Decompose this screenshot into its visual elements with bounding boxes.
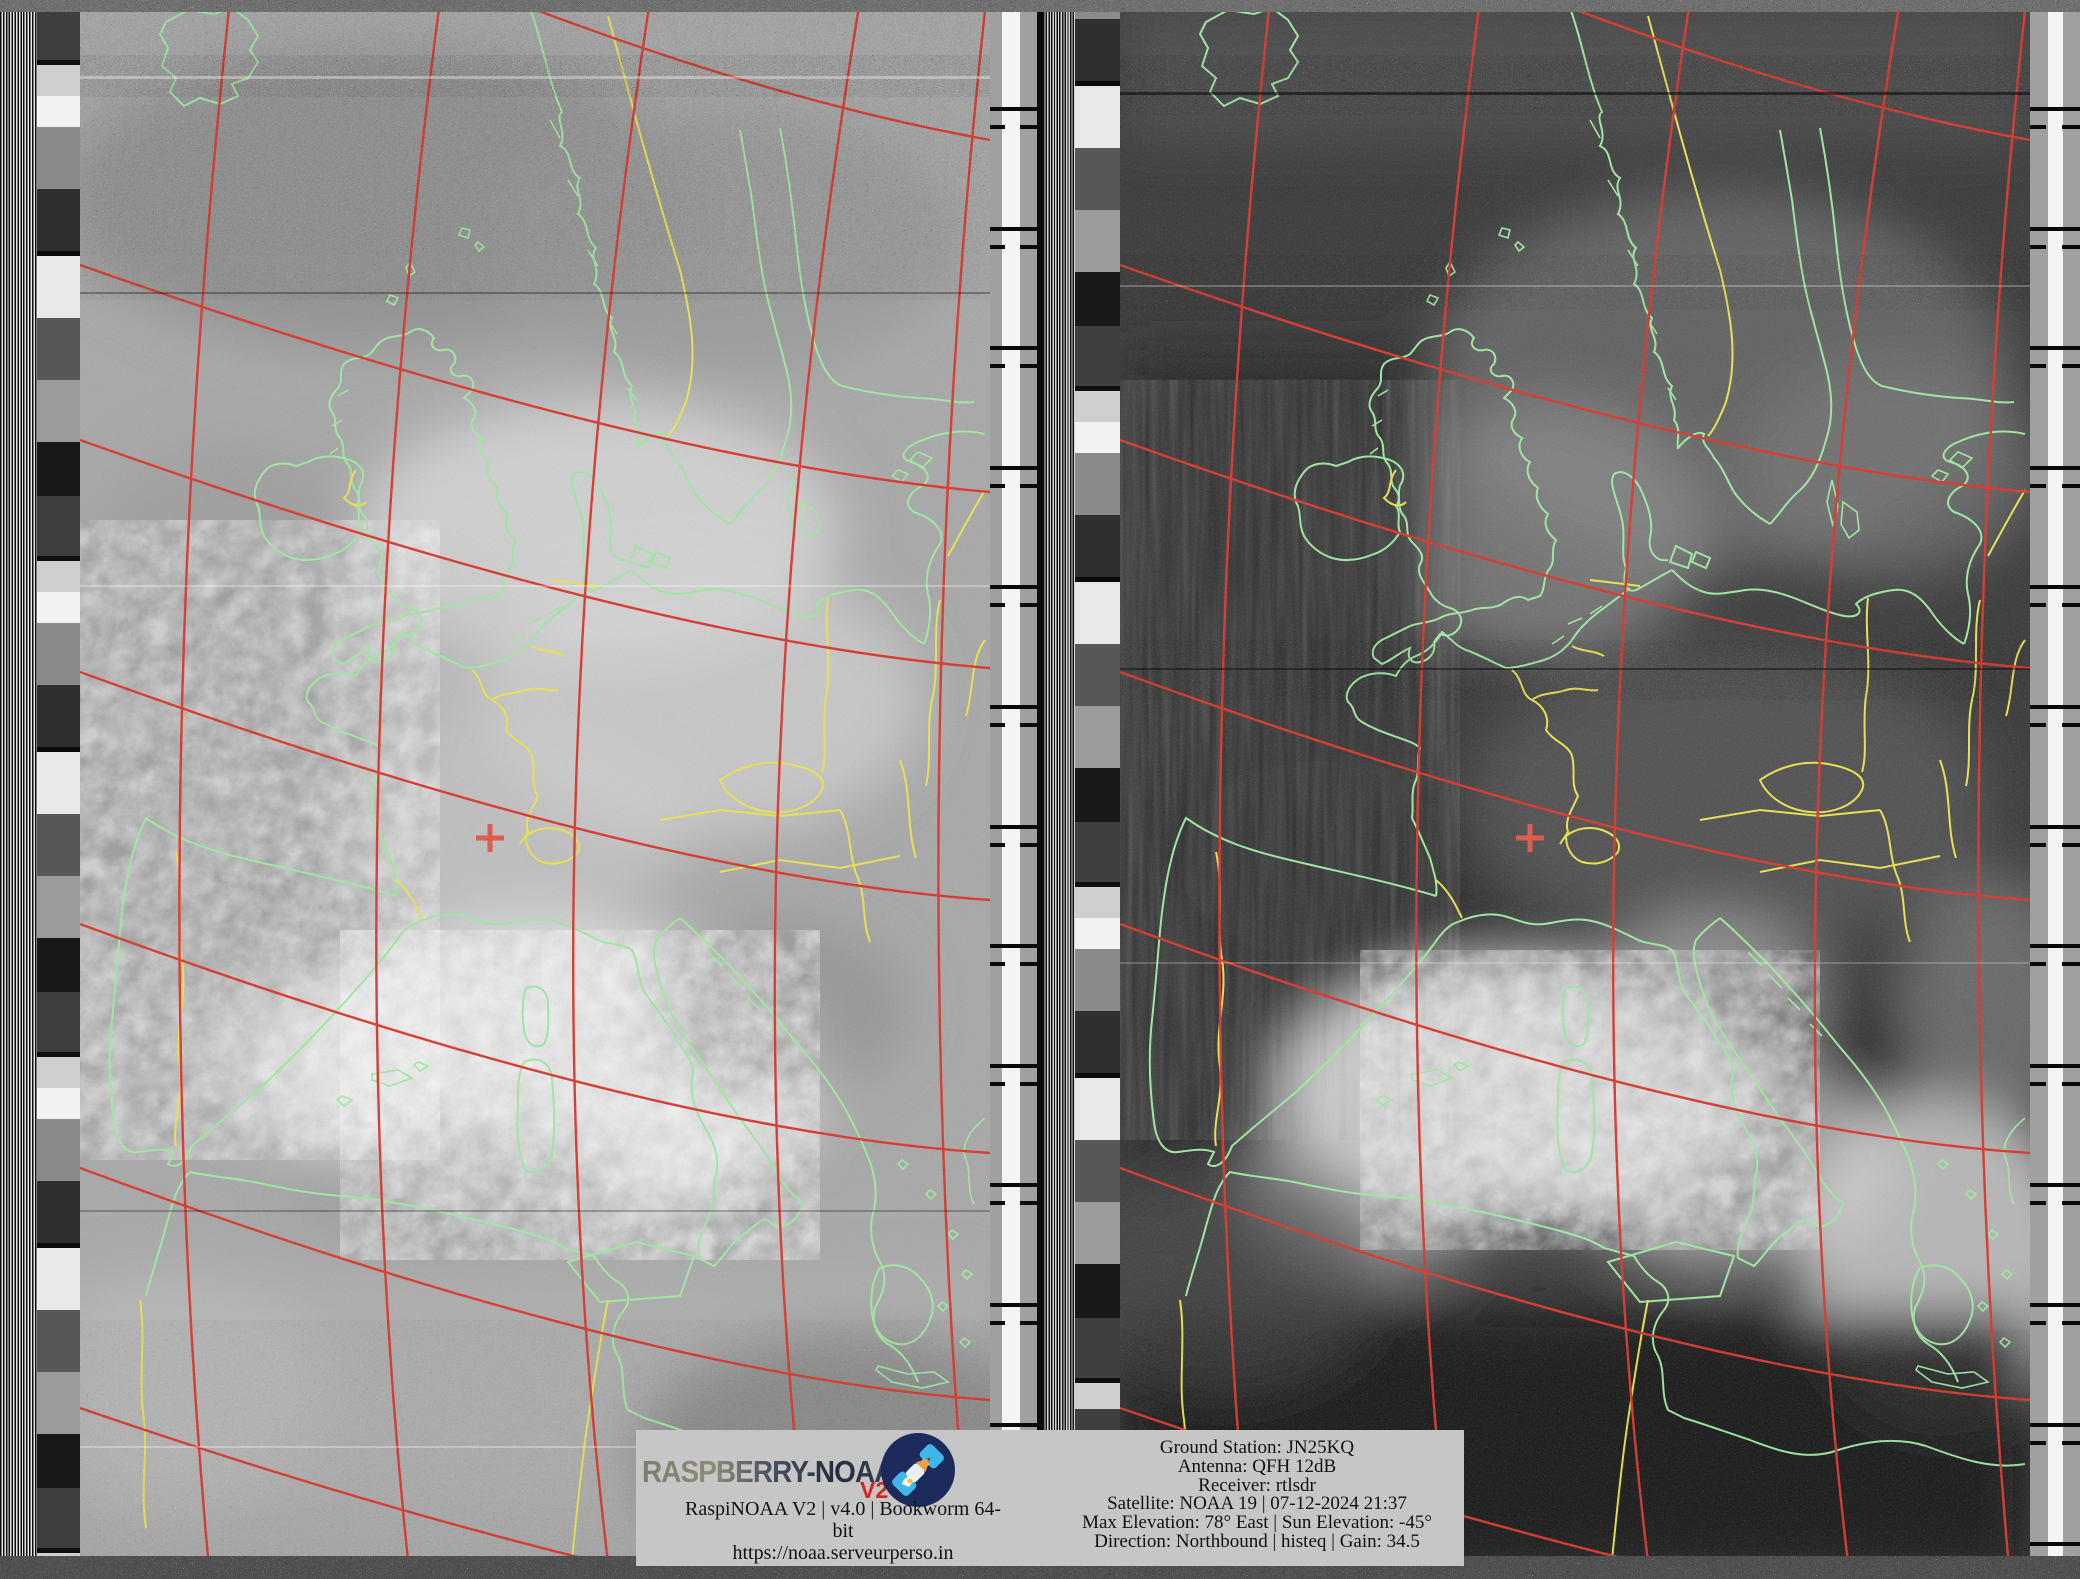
branding-caption: RaspiNOAA V2 | v4.0 | Bookworm 64-bit ht… (636, 1498, 1050, 1564)
station-info-line: Ground Station: JN25KQ (1159, 1437, 1355, 1458)
minute-marker-line (990, 346, 1037, 350)
minute-marker-dash (2061, 723, 2080, 727)
station-info-line: Satellite: NOAA 19 | 07-12-2024 21:37 (1107, 1493, 1407, 1515)
telemetry-column-right (2030, 0, 2080, 1579)
branding-version-line: RaspiNOAA V2 | v4.0 | Bookworm 64-bit (685, 1498, 1001, 1542)
telemetry-column-a (990, 0, 1037, 1579)
minute-marker-dash (2061, 1441, 2080, 1445)
minute-marker-line (2030, 585, 2080, 589)
minute-marker-dash (2061, 962, 2080, 966)
minute-marker-line (2030, 1064, 2080, 1068)
minute-marker-dash (2030, 1321, 2046, 1325)
station-info-line: Receiver: rtlsdr (1198, 1474, 1316, 1496)
info-panel: RASPBERRY-NOAA V2 (636, 1430, 1464, 1566)
minute-marker-dash (990, 125, 1006, 129)
minute-marker-dash (990, 962, 1006, 966)
minute-marker-dash (990, 245, 1006, 249)
minute-marker-dash (2030, 723, 2046, 727)
minute-marker-line (990, 466, 1037, 470)
minute-marker-line (990, 1064, 1037, 1068)
minute-marker-dash (1019, 1201, 1037, 1205)
minute-marker-dash (2061, 603, 2080, 607)
minute-marker-line (2030, 107, 2080, 111)
minute-marker-line (990, 1423, 1037, 1427)
interference-lines (80, 76, 990, 1448)
minute-marker-line (990, 1183, 1037, 1187)
minute-marker-dash (2030, 364, 2046, 368)
minute-marker-dash (1019, 962, 1037, 966)
minute-marker-dash (2030, 603, 2046, 607)
minute-marker-dash (2030, 1201, 2046, 1205)
minute-marker-dash (2061, 843, 2080, 847)
minute-marker-line (2030, 466, 2080, 470)
minute-marker-dash (1019, 723, 1037, 727)
station-info-pane: Ground Station: JN25KQ Antenna: QFH 12dB… (1050, 1430, 1464, 1575)
channel-a-image (80, 0, 990, 1579)
minute-marker-line (2030, 346, 2080, 350)
minute-marker-line (2030, 825, 2080, 829)
minute-marker-dash (990, 484, 1006, 488)
telemetry-wedge-left (37, 0, 80, 1579)
minute-marker-dash (2061, 245, 2080, 249)
top-noise-band (0, 0, 2080, 12)
minute-marker-dash (2061, 1201, 2080, 1205)
minute-marker-line (2030, 227, 2080, 231)
minute-marker-dash (1019, 364, 1037, 368)
minute-marker-line (990, 227, 1037, 231)
minute-marker-line (990, 944, 1037, 948)
station-info-line: Antenna: QFH 12dB (1177, 1455, 1337, 1477)
minute-marker-line (2030, 705, 2080, 709)
minute-marker-dash (2030, 1082, 2046, 1086)
bottom-noise-band (0, 1556, 2080, 1579)
minute-marker-dash (2030, 962, 2046, 966)
minute-marker-line (990, 1303, 1037, 1307)
raspberry-noaa-wordmark: RASPBERRY-NOAA (642, 1454, 894, 1489)
minute-marker-dash (990, 1321, 1006, 1325)
branding-pane: RASPBERRY-NOAA V2 (636, 1430, 1050, 1566)
satellite-icon (880, 1432, 956, 1508)
minute-marker-line (2030, 1423, 2080, 1427)
branding-url: https://noaa.serveurperso.in (732, 1542, 954, 1564)
minute-marker-dash (1019, 1321, 1037, 1325)
minute-marker-dash (2030, 125, 2046, 129)
minute-marker-dash (2061, 1082, 2080, 1086)
minute-marker-dash (1019, 245, 1037, 249)
minute-marker-line (2030, 1183, 2080, 1187)
minute-marker-line (990, 585, 1037, 589)
minute-marker-dash (2061, 484, 2080, 488)
telemetry-wedge-b (1075, 0, 1120, 1579)
minute-marker-line (990, 825, 1037, 829)
minute-marker-dash (1019, 1082, 1037, 1086)
minute-marker-dash (990, 364, 1006, 368)
minute-marker-line (2030, 944, 2080, 948)
minute-marker-dash (990, 723, 1006, 727)
minute-marker-dash (2030, 1441, 2046, 1445)
minute-marker-dash (990, 603, 1006, 607)
minute-marker-dash (1019, 843, 1037, 847)
minute-marker-line (2030, 1542, 2080, 1546)
sync-bar-left (0, 0, 37, 1579)
sync-bar-b (1043, 0, 1075, 1579)
minute-marker-dash (2061, 1321, 2080, 1325)
minute-marker-line (990, 107, 1037, 111)
minute-marker-dash (2030, 484, 2046, 488)
minute-marker-dash (2061, 125, 2080, 129)
channel-b-image (1120, 0, 2030, 1579)
minute-marker-dash (990, 843, 1006, 847)
minute-marker-line (990, 705, 1037, 709)
minute-marker-dash (1019, 484, 1037, 488)
channel-divider (1037, 0, 1043, 1579)
interference-lines (1120, 92, 2030, 964)
minute-marker-line (2030, 1303, 2080, 1307)
minute-marker-dash (2030, 245, 2046, 249)
minute-marker-dash (990, 1082, 1006, 1086)
minute-marker-dash (990, 1201, 1006, 1205)
minute-marker-dash (1019, 125, 1037, 129)
minute-marker-dash (2030, 843, 2046, 847)
minute-marker-dash (2061, 364, 2080, 368)
station-info-line: Max Elevation: 78° East | Sun Elevation:… (1082, 1512, 1432, 1534)
station-info-line: Direction: Northbound | histeq | Gain: 3… (1094, 1530, 1420, 1552)
minute-marker-dash (1019, 603, 1037, 607)
